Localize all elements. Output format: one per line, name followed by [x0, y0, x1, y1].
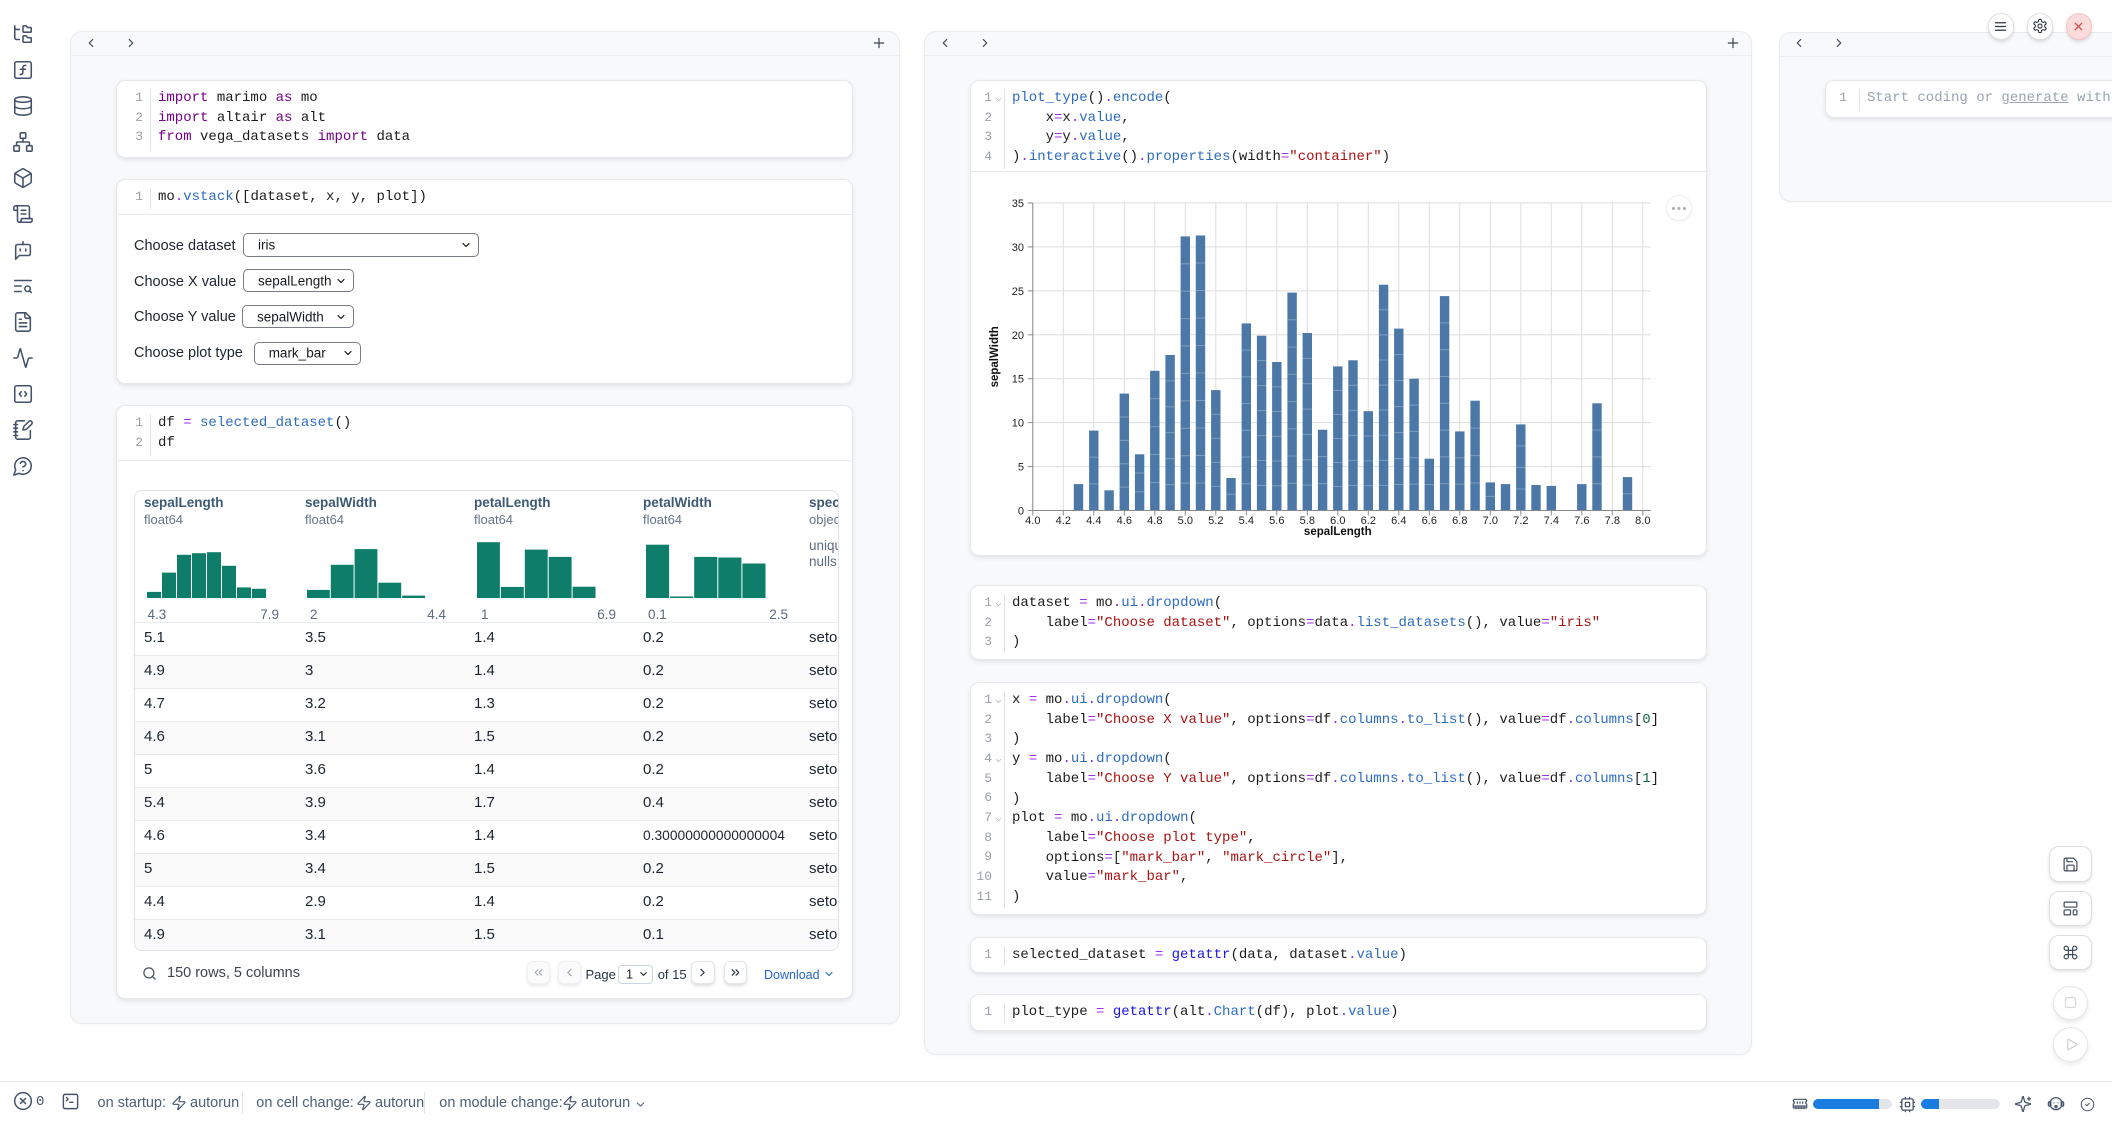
svg-text:7.0: 7.0 [1483, 515, 1498, 527]
svg-text:6.6: 6.6 [1422, 515, 1437, 527]
svg-text:6.4: 6.4 [1391, 515, 1406, 527]
svg-text:7.6: 7.6 [1574, 515, 1589, 527]
svg-text:sepalLength: sepalLength [1304, 526, 1372, 538]
svg-text:7.8: 7.8 [1605, 515, 1620, 527]
svg-text:8.0: 8.0 [1635, 515, 1650, 527]
svg-text:30: 30 [1012, 242, 1024, 254]
svg-text:5.0: 5.0 [1178, 515, 1193, 527]
svg-text:5.6: 5.6 [1269, 515, 1284, 527]
svg-text:6.0: 6.0 [1330, 515, 1345, 527]
svg-text:4.8: 4.8 [1147, 515, 1162, 527]
svg-text:35: 35 [1012, 198, 1024, 210]
svg-text:4.0: 4.0 [1025, 515, 1040, 527]
svg-text:5.4: 5.4 [1239, 515, 1254, 527]
svg-text:6.8: 6.8 [1452, 515, 1467, 527]
svg-text:5: 5 [1018, 462, 1024, 474]
svg-text:6.2: 6.2 [1361, 515, 1376, 527]
svg-text:5.8: 5.8 [1300, 515, 1315, 527]
svg-text:7.4: 7.4 [1544, 515, 1559, 527]
svg-text:7.2: 7.2 [1513, 515, 1528, 527]
svg-text:25: 25 [1012, 286, 1024, 298]
svg-text:4.6: 4.6 [1117, 515, 1132, 527]
svg-text:20: 20 [1012, 330, 1024, 342]
svg-text:10: 10 [1012, 418, 1024, 430]
svg-text:5.2: 5.2 [1208, 515, 1223, 527]
svg-text:sepalWidth: sepalWidth [989, 326, 1001, 387]
svg-text:0: 0 [1018, 506, 1024, 518]
svg-text:4.2: 4.2 [1056, 515, 1071, 527]
svg-text:4.4: 4.4 [1086, 515, 1101, 527]
svg-text:15: 15 [1012, 374, 1024, 386]
